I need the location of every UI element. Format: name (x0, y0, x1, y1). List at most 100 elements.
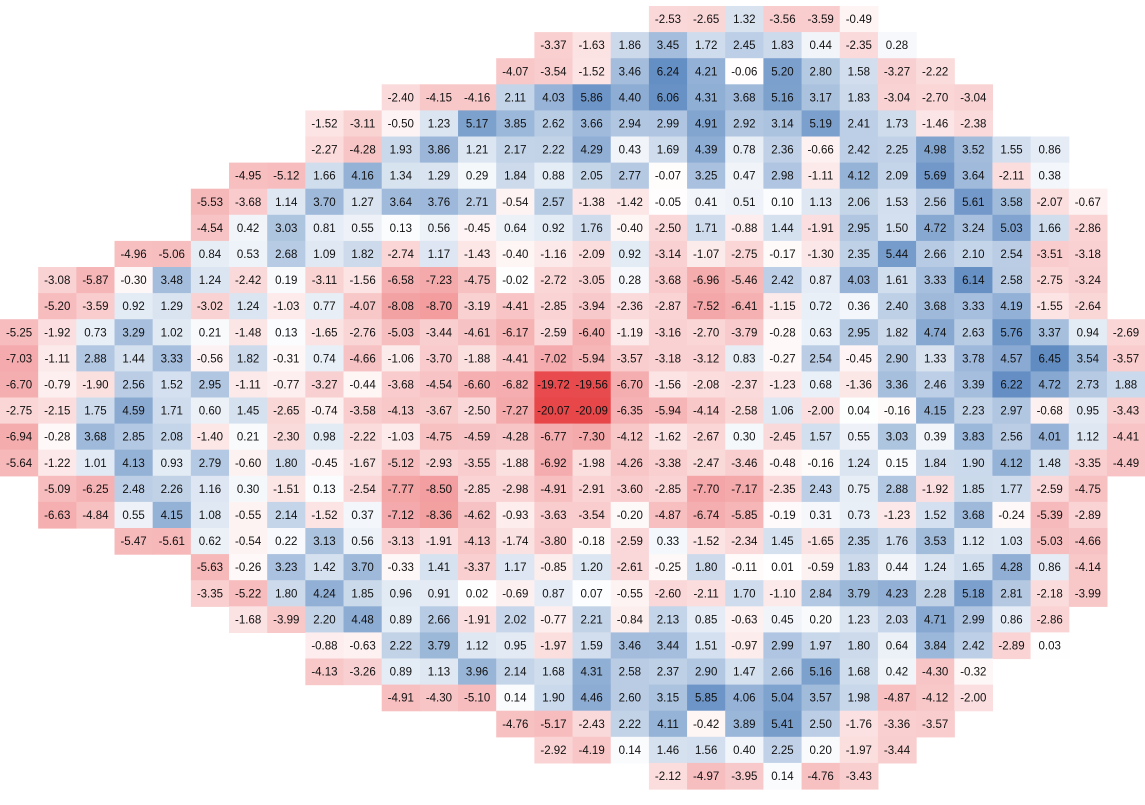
heatmap-cell (801, 658, 841, 686)
heatmap-cell (877, 371, 917, 399)
heatmap-cell (877, 528, 917, 555)
heatmap-cell (1030, 214, 1070, 242)
cell-value-label: 0.13 (390, 223, 412, 235)
cell-value-label: -0.32 (960, 667, 986, 679)
cell-value-label: 0.62 (199, 536, 221, 548)
cell-value-label: -3.19 (464, 301, 490, 313)
heatmap-cell (648, 501, 688, 529)
cell-value-label: 3.79 (428, 640, 450, 652)
cell-value-label: 0.94 (1077, 327, 1100, 339)
cell-value-label: -4.15 (426, 92, 452, 104)
cell-value-label: 3.52 (962, 145, 984, 157)
cell-value-label: -5.94 (579, 353, 606, 365)
cell-value-label: -1.67 (350, 458, 376, 470)
cell-value-label: 2.41 (848, 118, 870, 130)
cell-value-label: 0.88 (542, 171, 564, 183)
heatmap-cell (114, 345, 154, 372)
cell-value-label: 4.11 (657, 719, 679, 731)
cell-value-label: 1.80 (275, 588, 297, 600)
heatmap-cell (381, 606, 421, 633)
cell-value-label: 0.20 (809, 745, 831, 757)
heatmap-cell (1106, 423, 1145, 451)
heatmap-cell (992, 240, 1032, 268)
cell-value-label: 0.41 (695, 197, 717, 209)
cell-value-label: 4.15 (924, 406, 946, 418)
cell-value-label: -3.67 (426, 406, 452, 418)
heatmap-cell (343, 345, 383, 372)
heatmap-cell (267, 606, 306, 633)
heatmap-cell (648, 136, 688, 164)
cell-value-label: -5.10 (464, 693, 490, 705)
heatmap-cell (916, 684, 955, 712)
cell-value-label: -2.12 (655, 771, 681, 783)
cell-value-label: 3.03 (886, 432, 908, 444)
cell-value-label: -2.38 (960, 118, 986, 130)
heatmap-cell (1030, 528, 1070, 555)
heatmap-cell (534, 58, 574, 85)
heatmap-cell (839, 240, 879, 268)
cell-value-label: -3.54 (540, 66, 567, 78)
cell-value-label: -2.30 (273, 432, 299, 444)
heatmap-cell (1030, 554, 1070, 581)
cell-value-label: -1.97 (540, 640, 566, 652)
cell-value-label: 2.08 (161, 432, 183, 444)
cell-value-label: -1.92 (922, 484, 948, 496)
cell-value-label: -1.91 (464, 614, 490, 626)
cell-value-label: 5.76 (1000, 327, 1022, 339)
heatmap-cell (992, 162, 1032, 190)
heatmap-cell (725, 110, 764, 138)
cell-value-label: -4.97 (693, 771, 719, 783)
heatmap-cell (725, 684, 764, 712)
heatmap-cell (954, 684, 994, 712)
cell-value-label: -3.18 (655, 353, 681, 365)
heatmap-cell (419, 84, 459, 111)
heatmap-cell (992, 293, 1032, 320)
cell-value-label: -4.75 (426, 432, 452, 444)
heatmap-cell (648, 162, 688, 190)
cell-value-label: -3.35 (197, 588, 223, 600)
heatmap-cell (190, 501, 230, 529)
heatmap-cell (229, 554, 268, 581)
heatmap-cell (1068, 371, 1108, 399)
heatmap-cell (381, 371, 421, 399)
heatmap-cell (229, 267, 268, 294)
heatmap-cell (648, 554, 688, 581)
cell-value-label: -3.04 (884, 92, 911, 104)
cell-value-label: 1.76 (886, 536, 908, 548)
heatmap-cell (381, 423, 421, 451)
heatmap-cell (496, 658, 535, 686)
heatmap-cell (152, 449, 192, 477)
cell-value-label: -3.37 (464, 562, 490, 574)
heatmap-cell (1106, 319, 1145, 346)
heatmap-cell (877, 632, 917, 660)
heatmap-cell (534, 501, 574, 529)
heatmap-cell (725, 632, 764, 660)
heatmap-cell (305, 110, 345, 138)
cell-value-label: 2.58 (619, 667, 641, 679)
cell-value-label: -2.70 (922, 92, 948, 104)
cell-value-label: -0.28 (44, 432, 70, 444)
cell-value-label: -0.93 (502, 510, 528, 522)
heatmap-cell (992, 267, 1032, 294)
cell-value-label: 0.19 (275, 275, 297, 287)
heatmap-cell (76, 449, 116, 477)
heatmap-cell (763, 580, 803, 607)
heatmap-cell (572, 267, 612, 294)
heatmap-cell (801, 345, 841, 372)
cell-value-label: 0.22 (275, 536, 297, 548)
heatmap-cell (801, 423, 841, 451)
cell-value-label: 4.91 (695, 118, 717, 130)
heatmap-cell (343, 658, 383, 686)
heatmap-cell (458, 84, 497, 111)
cell-value-label: 1.83 (848, 92, 870, 104)
cell-value-label: 2.95 (848, 327, 870, 339)
cell-value-label: 1.29 (428, 171, 450, 183)
cell-value-label: 0.02 (466, 588, 488, 600)
cell-value-label: 1.41 (428, 562, 450, 574)
heatmap-cell (496, 293, 535, 320)
cell-value-label: 0.45 (771, 614, 793, 626)
heatmap-cell (381, 658, 421, 686)
cell-value-label: -1.97 (846, 745, 872, 757)
cell-value-label: 5.69 (924, 171, 946, 183)
